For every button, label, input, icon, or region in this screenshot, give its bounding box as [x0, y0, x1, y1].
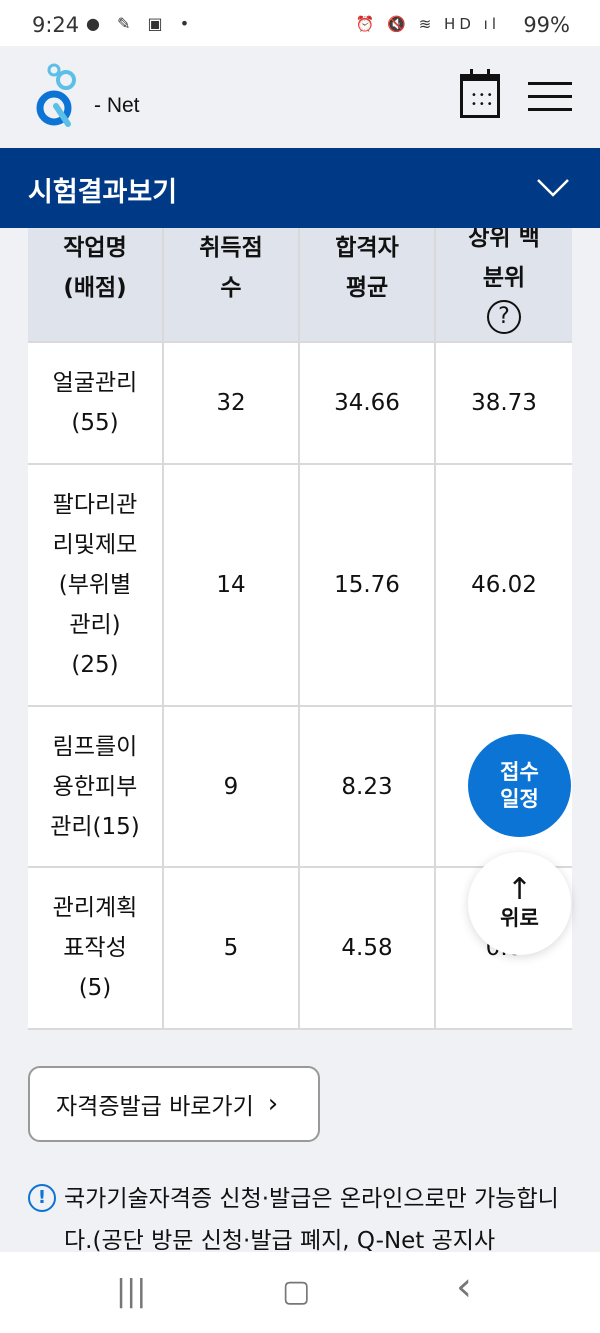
system-icons: ⏰ 🔇 ≋ HD ıl [355, 15, 500, 33]
header-percentile: 상위 백 분위 ? [436, 218, 572, 341]
header-average: 합격자 평균 [300, 218, 436, 341]
qnet-logo-icon [36, 63, 76, 127]
logo-text: - Net [94, 94, 140, 117]
schedule-button[interactable]: 접수 일정 [468, 734, 571, 837]
scroll-top-button[interactable]: ↑ 위로 [468, 852, 571, 955]
recents-icon[interactable]: ||| [116, 1274, 147, 1309]
cell-score: 9 [164, 707, 300, 866]
site-header: - Net ••• ••• [0, 46, 600, 148]
hamburger-menu-icon[interactable] [528, 82, 572, 112]
certificate-issue-button[interactable]: 자격증발급 바로가기 › [28, 1066, 320, 1142]
notification-icons: ● ✎ ▣ • [86, 14, 196, 33]
cell-percentile: 46.02 [471, 572, 537, 598]
header-percentile-label: 상위 백 분위 [468, 225, 540, 291]
cell-score: 14 [164, 465, 300, 705]
chevron-down-icon [537, 179, 569, 197]
chevron-right-icon: › [267, 1089, 279, 1119]
notice: ! 국가기술자격증 신청·발급은 온라인으로만 가능합니다.(공단 방문 신청·… [28, 1178, 578, 1262]
info-icon: ! [28, 1184, 56, 1212]
scroll-top-label: 위로 [500, 906, 539, 930]
calendar-icon[interactable]: ••• ••• [460, 69, 500, 118]
header-task: 작업명 (배점) [28, 218, 164, 341]
status-time: 9:24 [32, 13, 80, 37]
cell-percentile: 38.73 [471, 390, 537, 416]
cell-score: 32 [164, 343, 300, 463]
arrow-up-icon: ↑ [506, 872, 533, 907]
table-header-row: 작업명 (배점) 취득점 수 합격자 평균 상위 백 분위 ? [28, 218, 572, 343]
table-row: 림프를이 용한피부 관리(15) 9 8.23 [28, 707, 572, 868]
cell-task: 관리계획 표작성 (5) [28, 868, 164, 1028]
section-title: 시험결과보기 [28, 177, 178, 208]
qnet-logo[interactable]: - Net [34, 60, 144, 132]
cell-task: 얼굴관리 (55) [28, 343, 164, 463]
cell-task: 팔다리관 리및제모 (부위별 관리) (25) [28, 465, 164, 705]
section-dropdown[interactable]: 시험결과보기 [0, 148, 600, 228]
cell-task: 림프를이 용한피부 관리(15) [28, 707, 164, 866]
back-icon[interactable]: ‹ [456, 1264, 472, 1310]
table-row: 얼굴관리 (55) 32 34.66 38.73 [28, 343, 572, 465]
cell-score: 5 [164, 868, 300, 1028]
help-icon[interactable]: ? [487, 300, 521, 334]
cell-average: 8.23 [300, 707, 436, 866]
table-row: 팔다리관 리및제모 (부위별 관리) (25) 14 15.76 46.02 [28, 465, 572, 707]
android-nav-bar: ||| ▢ ‹ [0, 1252, 600, 1333]
battery-percent: 99% [523, 13, 570, 37]
notice-text: 국가기술자격증 신청·발급은 온라인으로만 가능합니다.(공단 방문 신청·발급… [64, 1186, 559, 1254]
cell-average: 34.66 [300, 343, 436, 463]
home-icon[interactable]: ▢ [282, 1274, 311, 1309]
header-score: 취득점 수 [164, 218, 300, 341]
certificate-issue-label: 자격증발급 바로가기 [56, 1094, 254, 1120]
status-bar: 9:24 ● ✎ ▣ • ⏰ 🔇 ≋ HD ıl 99% [0, 0, 600, 46]
cell-average: 4.58 [300, 868, 436, 1028]
cell-average: 15.76 [300, 465, 436, 705]
